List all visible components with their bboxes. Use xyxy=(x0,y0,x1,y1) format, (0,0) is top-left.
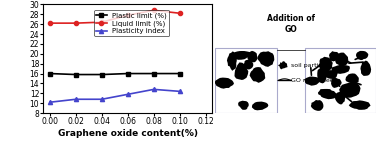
Polygon shape xyxy=(318,57,333,71)
Liquid limit (%) xyxy=(99,21,104,23)
Polygon shape xyxy=(244,59,253,69)
Plasticity index xyxy=(99,98,104,100)
Plastic limit (%) xyxy=(152,73,156,74)
Plastic limit (%) xyxy=(125,73,130,74)
Plastic limit (%) xyxy=(99,74,104,75)
Polygon shape xyxy=(332,65,350,74)
Text: soil particle: soil particle xyxy=(291,63,327,68)
Plasticity index xyxy=(125,93,130,95)
Polygon shape xyxy=(278,61,288,69)
Plasticity index xyxy=(48,101,52,103)
Polygon shape xyxy=(317,68,327,83)
Line: Liquid limit (%): Liquid limit (%) xyxy=(48,8,182,25)
Plasticity index xyxy=(177,90,182,92)
Polygon shape xyxy=(247,51,258,62)
Line: Plastic limit (%): Plastic limit (%) xyxy=(48,71,182,77)
Text: Addition of
GO: Addition of GO xyxy=(267,14,315,34)
Polygon shape xyxy=(345,73,359,83)
Polygon shape xyxy=(335,53,349,66)
Plasticity index xyxy=(152,88,156,90)
Polygon shape xyxy=(349,100,370,110)
Bar xyxy=(305,48,376,113)
Polygon shape xyxy=(227,51,237,71)
Bar xyxy=(215,48,276,113)
Polygon shape xyxy=(214,78,234,89)
Polygon shape xyxy=(361,61,371,76)
Plasticity index xyxy=(74,98,78,100)
Polygon shape xyxy=(234,62,248,80)
Line: Plasticity index: Plasticity index xyxy=(48,87,182,104)
Polygon shape xyxy=(323,70,338,79)
X-axis label: Graphene oxide content(%): Graphene oxide content(%) xyxy=(58,129,198,138)
Polygon shape xyxy=(335,91,345,104)
Polygon shape xyxy=(331,78,342,88)
Liquid limit (%) xyxy=(177,12,182,14)
Polygon shape xyxy=(257,51,274,67)
Polygon shape xyxy=(252,102,268,110)
Plastic limit (%) xyxy=(48,73,52,74)
Polygon shape xyxy=(238,101,249,110)
Polygon shape xyxy=(311,100,324,111)
Legend: Plastic limit (%), Liquid limit (%), Plasticity index: Plastic limit (%), Liquid limit (%), Pla… xyxy=(94,10,169,36)
Liquid limit (%) xyxy=(125,14,130,16)
Polygon shape xyxy=(329,51,340,61)
Liquid limit (%) xyxy=(74,22,78,24)
Plastic limit (%) xyxy=(74,74,78,75)
Polygon shape xyxy=(304,77,320,86)
Liquid limit (%) xyxy=(152,9,156,11)
Text: GO nanosheet: GO nanosheet xyxy=(291,78,336,83)
Polygon shape xyxy=(356,51,368,60)
Polygon shape xyxy=(339,82,361,98)
Plastic limit (%) xyxy=(177,73,182,74)
Polygon shape xyxy=(232,51,251,60)
Polygon shape xyxy=(318,89,337,99)
Polygon shape xyxy=(249,67,265,83)
Liquid limit (%) xyxy=(48,22,52,24)
